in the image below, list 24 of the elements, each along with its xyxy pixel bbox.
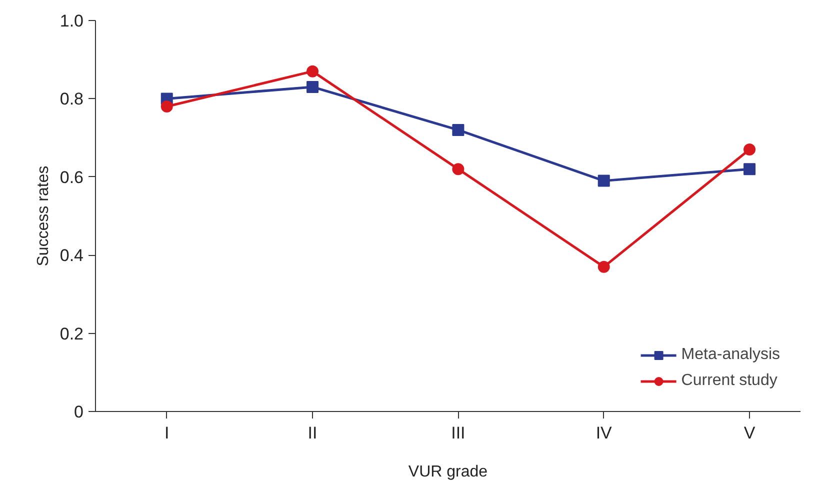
point — [452, 163, 464, 176]
y-tick-label: 1.0 — [60, 12, 84, 30]
y-tick-label: 0.8 — [60, 90, 84, 109]
y-tick-label: 0 — [74, 402, 84, 422]
x-tick-label: III — [451, 424, 466, 442]
point — [744, 144, 756, 156]
point — [744, 163, 756, 176]
point — [306, 80, 319, 93]
x-tick-label: V — [744, 424, 756, 442]
y-tick-label: 0.4 — [60, 246, 84, 266]
point — [598, 260, 610, 273]
legend-label: Current study — [681, 372, 778, 390]
legend-label: Meta-analysis — [681, 346, 780, 364]
x-axis-title: VUR grade — [408, 464, 488, 480]
point — [452, 124, 464, 136]
x-tick-label: IV — [596, 424, 613, 442]
x-tick-label: I — [164, 424, 170, 442]
y-axis-title: Success rates — [34, 166, 52, 266]
y-tick-label: 0.6 — [60, 168, 84, 187]
point — [598, 174, 610, 187]
x-tick-label: II — [308, 424, 318, 442]
y-tick-label: 0.2 — [60, 324, 84, 344]
point — [160, 100, 173, 113]
point — [306, 65, 319, 78]
